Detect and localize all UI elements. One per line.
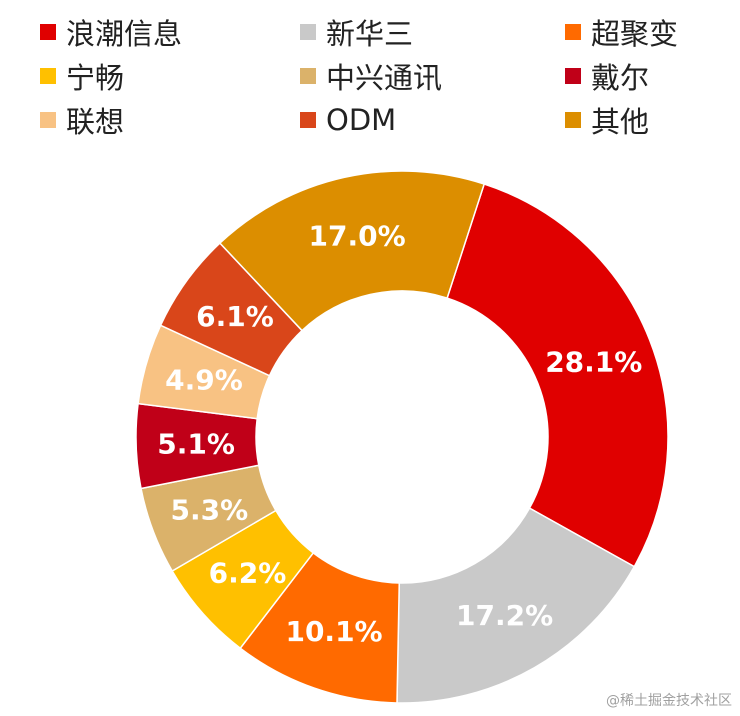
legend-item: 联想 bbox=[40, 100, 124, 140]
legend-swatch bbox=[565, 24, 581, 40]
legend-swatch bbox=[40, 68, 56, 84]
legend-label: 中兴通讯 bbox=[326, 61, 443, 95]
legend-label: 超聚变 bbox=[591, 17, 679, 51]
slice-value-label: 17.2% bbox=[456, 599, 553, 632]
slice-value-label: 5.3% bbox=[170, 493, 248, 526]
slice-value-label: 6.2% bbox=[209, 557, 287, 590]
legend-label: 宁畅 bbox=[66, 61, 125, 95]
legend-item: 中兴通讯 bbox=[300, 56, 442, 96]
legend-swatch bbox=[565, 112, 581, 128]
donut-slice bbox=[396, 507, 636, 704]
legend-swatch bbox=[300, 112, 316, 128]
legend-label: 浪潮信息 bbox=[66, 17, 183, 51]
legend-label: ODM bbox=[326, 103, 397, 137]
legend-item: 浪潮信息 bbox=[40, 12, 182, 52]
legend-label: 戴尔 bbox=[591, 61, 650, 95]
slice-value-label: 10.1% bbox=[285, 615, 382, 648]
chart-legend: 浪潮信息 新华三 超聚变宁畅 中兴通讯 戴尔联想 ODM 其他 bbox=[0, 0, 740, 150]
legend-item: 其他 bbox=[565, 100, 649, 140]
legend-item: 超聚变 bbox=[565, 12, 678, 52]
legend-swatch bbox=[40, 24, 56, 40]
donut-slice bbox=[446, 183, 669, 568]
legend-item: 戴尔 bbox=[565, 56, 649, 96]
slice-value-label: 5.1% bbox=[157, 428, 235, 461]
watermark-text: @稀土掘金技术社区 bbox=[606, 693, 732, 709]
slice-value-label: 28.1% bbox=[545, 345, 642, 378]
legend-swatch bbox=[40, 112, 56, 128]
legend-item: ODM bbox=[300, 100, 396, 140]
legend-item: 新华三 bbox=[300, 12, 413, 52]
legend-swatch bbox=[565, 68, 581, 84]
slice-value-label: 6.1% bbox=[196, 300, 274, 333]
legend-swatch bbox=[300, 24, 316, 40]
slice-value-label: 4.9% bbox=[165, 364, 243, 397]
legend-label: 新华三 bbox=[326, 17, 414, 51]
legend-label: 联想 bbox=[66, 105, 125, 139]
donut-slice bbox=[218, 170, 486, 332]
legend-item: 宁畅 bbox=[40, 56, 124, 96]
legend-label: 其他 bbox=[591, 105, 650, 139]
slice-value-label: 17.0% bbox=[308, 219, 405, 252]
legend-swatch bbox=[300, 68, 316, 84]
